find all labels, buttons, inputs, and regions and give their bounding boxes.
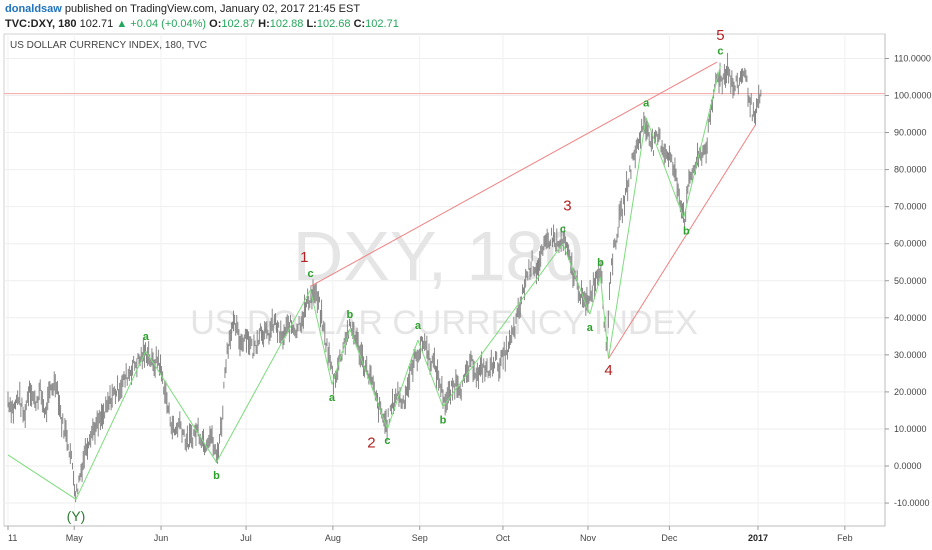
time-axis[interactable]: 11 May Jun Jul Aug Sep Oct Nov Dec 2017 Feb: [7, 526, 853, 543]
close-value: 102.71: [365, 18, 399, 30]
y-tick-label: 80.0000: [894, 165, 927, 175]
price-bars: [7, 52, 762, 503]
wave-line: [562, 243, 591, 315]
wave-line: [387, 339, 419, 430]
x-tick-label: Sep: [412, 533, 428, 543]
wave-line: [310, 61, 718, 287]
wave-line: [645, 117, 685, 218]
wave-label: b: [683, 225, 690, 237]
wave-line: [417, 339, 444, 407]
x-tick-label: May: [66, 533, 84, 543]
y-tick-label: -10.0000: [894, 498, 930, 508]
high-value: 102.88: [269, 18, 304, 30]
open-label: O:: [209, 18, 222, 30]
wave-label: c: [717, 46, 723, 58]
publish-info: published on TradingView.com, January 02…: [64, 3, 361, 15]
wave-label: b: [440, 414, 447, 426]
publish-line: donaldsaw published on TradingView.com, …: [5, 3, 360, 15]
wave-line: [331, 328, 351, 385]
y-tick-label: 70.0000: [894, 202, 927, 212]
watermark-name: US DOLLAR CURRENCY INDEX: [190, 304, 698, 342]
price-change: +0.04 (+0.04%): [130, 18, 207, 30]
wave-line: [7, 454, 77, 500]
x-tick-label: 2017: [748, 533, 768, 543]
y-tick-label: 20.0000: [894, 387, 927, 397]
chart-title: US DOLLAR CURRENCY INDEX, 180, TVC: [10, 40, 207, 51]
wave-label: a: [643, 98, 650, 110]
wave-label: c: [384, 435, 390, 447]
price-axis[interactable]: 110.0000 100.0000 90.0000 80.0000 70.0000 60.…: [885, 53, 932, 508]
wave-label: a: [329, 392, 336, 404]
low-label: L:: [306, 18, 317, 30]
wave-label: c: [560, 224, 566, 236]
wave-label: 2: [367, 434, 375, 451]
wave-label: c: [307, 268, 313, 280]
wave-line: [216, 289, 311, 463]
y-tick-label: 110.0000: [894, 53, 931, 63]
high-label: H:: [258, 18, 270, 30]
up-triangle-icon: ▲: [116, 18, 128, 30]
chart-header: donaldsaw published on TradingView.com, …: [0, 0, 932, 34]
symbol-label: TVC:DXY, 180: [5, 18, 77, 30]
x-tick-label: Oct: [496, 533, 511, 543]
x-tick-label: Feb: [837, 533, 853, 543]
y-tick-label: 0.0000: [894, 461, 922, 471]
x-tick-label: Nov: [580, 533, 597, 543]
y-tick-label: 10.0000: [894, 424, 927, 434]
x-tick-label: Jun: [154, 533, 169, 543]
wave-label: a: [143, 331, 150, 343]
y-tick-label: 50.0000: [894, 276, 927, 286]
chart-frame: [3, 33, 886, 527]
wave-label: b: [347, 309, 354, 321]
wave-label: a: [587, 322, 594, 334]
x-tick-label: Dec: [661, 533, 678, 543]
wave-label: a: [415, 320, 422, 332]
wave-line: [600, 276, 609, 359]
y-tick-label: 40.0000: [894, 313, 927, 323]
quote-line: TVC:DXY, 180 102.71 ▲ +0.04 (+0.04%) O:1…: [5, 18, 399, 30]
wave-line: [442, 243, 564, 407]
close-label: C:: [353, 18, 366, 30]
wave-line: [608, 117, 647, 359]
y-tick-label: 60.0000: [894, 239, 927, 249]
y-tick-label: 30.0000: [894, 350, 927, 360]
wave-label: (Y): [67, 508, 86, 524]
y-tick-label: 100.0000: [894, 91, 932, 101]
wave-label: 1: [300, 249, 308, 266]
wave-label: 3: [563, 197, 571, 214]
wave-line: [310, 289, 333, 385]
wave-label: b: [213, 470, 220, 482]
wave-label: b: [597, 257, 604, 269]
x-tick-label: Jul: [240, 533, 252, 543]
low-value: 102.68: [316, 18, 351, 30]
wave-line: [683, 65, 721, 218]
wave-label: 5: [716, 27, 724, 44]
grid-lines: [4, 34, 885, 526]
author-link[interactable]: donaldsaw: [5, 3, 62, 15]
last-price: 102.71: [79, 18, 114, 30]
wave-line: [608, 124, 756, 359]
x-tick-label: Aug: [325, 533, 341, 543]
y-tick-label: 90.0000: [894, 128, 927, 138]
wave-line: [349, 328, 388, 430]
wave-line: [75, 350, 147, 500]
wave-line: [145, 350, 217, 463]
wave-lines: [7, 61, 756, 500]
wave-line: [589, 276, 601, 315]
open-value: 102.87: [221, 18, 256, 30]
x-tick-label: 11: [8, 533, 17, 543]
wave-label: 4: [604, 362, 612, 379]
